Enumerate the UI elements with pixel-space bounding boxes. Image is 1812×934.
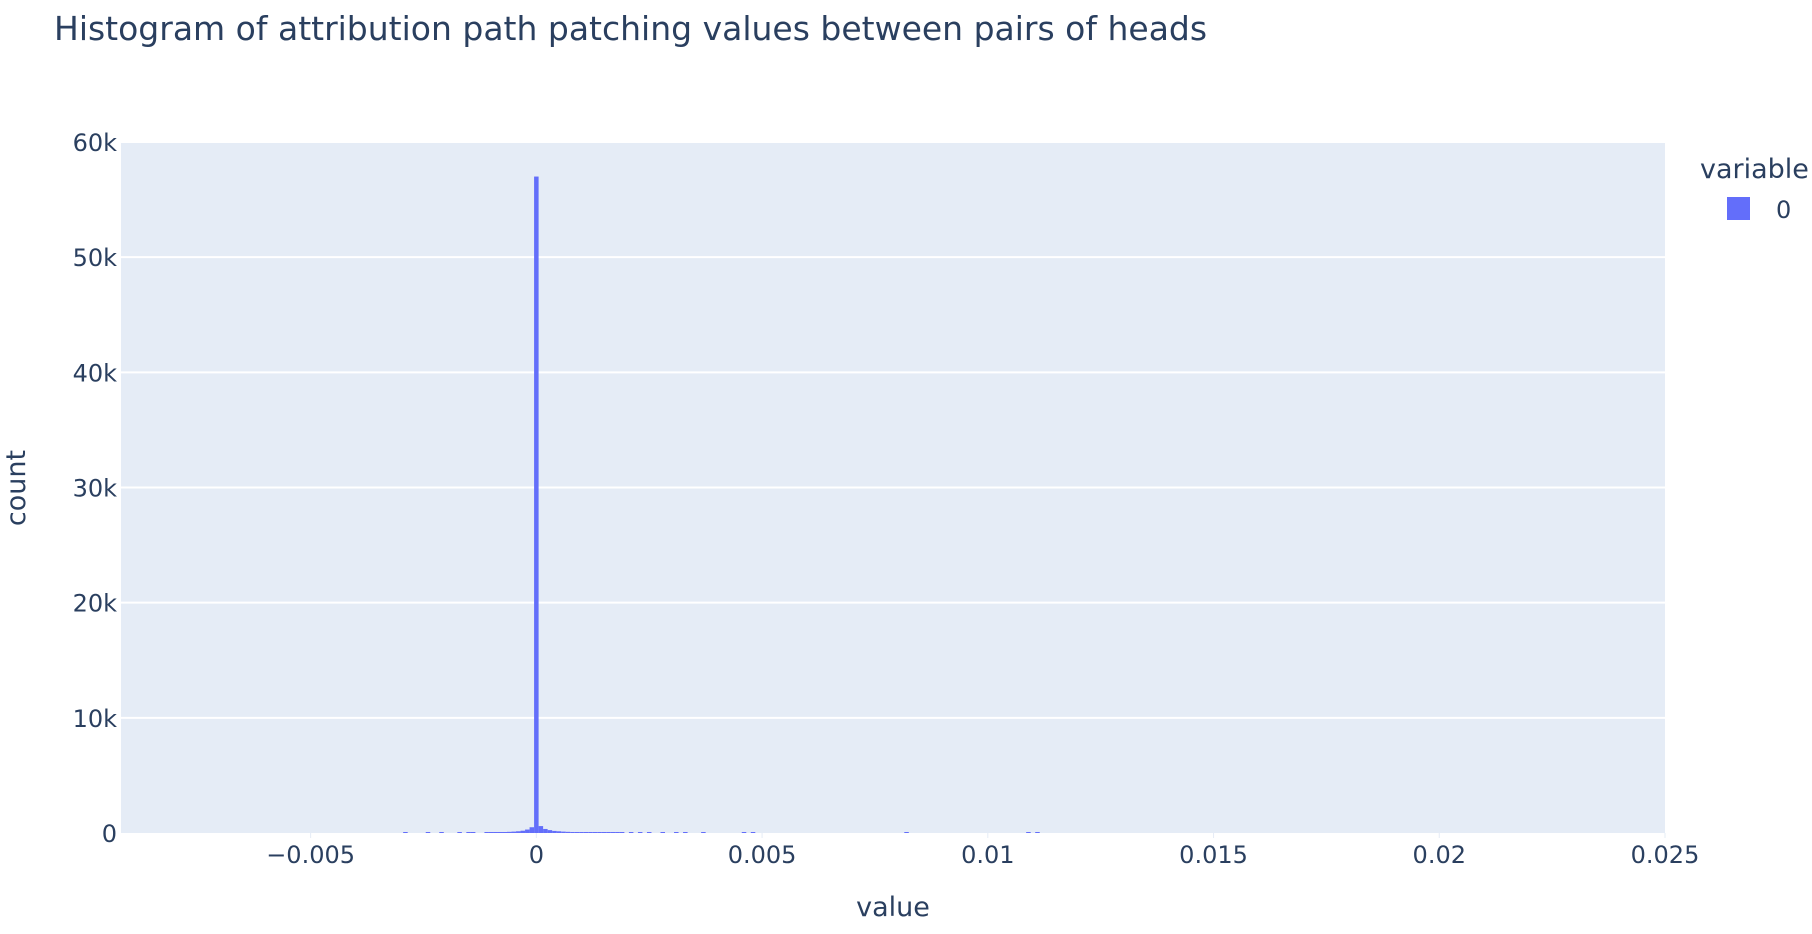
histogram-bar-0-21[interactable] [552, 830, 557, 833]
histogram-bar-0-19[interactable] [543, 828, 548, 833]
histogram-bar-0-47[interactable] [1026, 832, 1031, 833]
legend: variable 0 [1700, 154, 1809, 224]
x-axis-label: value [856, 892, 930, 923]
histogram-bar-0-27[interactable] [579, 832, 584, 833]
y-tick-label-2: 20k [73, 590, 118, 618]
histogram-bar-0-16[interactable] [529, 827, 535, 833]
histogram-bar-0-33[interactable] [606, 832, 611, 833]
x-tick-label-4: 0.015 [1179, 841, 1248, 869]
histogram-bar-0-6[interactable] [484, 832, 489, 833]
histogram-bar-0-36[interactable] [619, 832, 625, 833]
histogram-bar-0-26[interactable] [574, 832, 580, 833]
legend-title: variable [1700, 154, 1809, 185]
histogram-bar-0-11[interactable] [507, 831, 512, 833]
y-axis-tick-labels: 0 10k 20k 30k 40k 50k 60k [73, 129, 118, 848]
histogram-bar-0-0[interactable] [403, 832, 408, 833]
histogram-bar-0-20[interactable] [547, 830, 553, 833]
histogram-bar-0-18[interactable] [538, 826, 544, 833]
y-tick-label-3: 30k [73, 475, 118, 503]
x-axis-tick-marks [310, 833, 1666, 838]
y-axis-label: count [1, 450, 32, 526]
histogram-bar-0-38[interactable] [637, 832, 643, 833]
x-tick-label-2: 0.005 [728, 841, 797, 869]
histogram-bar-0-40[interactable] [660, 832, 666, 833]
histogram-bar-0-31[interactable] [597, 832, 602, 833]
histogram-bar-0-7[interactable] [488, 832, 494, 833]
histogram-bar-0-14[interactable] [520, 830, 526, 833]
histogram-bar-0-9[interactable] [497, 832, 503, 833]
histogram-bar-0-44[interactable] [741, 832, 747, 833]
histogram-bar-0-42[interactable] [683, 832, 688, 833]
legend-item-0[interactable]: 0 [1776, 196, 1791, 224]
x-tick-label-5: 0.02 [1413, 841, 1466, 869]
y-tick-label-5: 50k [73, 244, 118, 272]
y-tick-label-0: 0 [102, 820, 117, 848]
y-tick-label-4: 40k [73, 359, 118, 387]
histogram-bar-0-43[interactable] [701, 832, 706, 833]
legend-swatch-0[interactable] [1727, 197, 1750, 220]
histogram-bar-0-22[interactable] [556, 831, 562, 833]
histogram-bar-0-41[interactable] [674, 832, 679, 833]
histogram-bar-0-17[interactable] [534, 176, 539, 834]
histogram-bar-0-15[interactable] [525, 829, 530, 833]
histogram-bar-0-37[interactable] [628, 832, 634, 833]
histogram-bar-0-35[interactable] [615, 832, 620, 833]
histogram-bar-0-3[interactable] [457, 832, 462, 833]
histogram-bar-0-10[interactable] [502, 832, 507, 833]
histogram-bar-0-4[interactable] [466, 832, 471, 833]
histogram-bar-0-5[interactable] [470, 832, 476, 833]
histogram-bar-0-13[interactable] [516, 831, 521, 833]
y-tick-label-1: 10k [73, 705, 118, 733]
histogram-bar-0-46[interactable] [904, 832, 909, 833]
histogram-bar-0-30[interactable] [592, 832, 598, 833]
histogram-bars [403, 176, 1040, 834]
x-tick-label-6: 0.025 [1631, 841, 1700, 869]
histogram-bar-0-29[interactable] [588, 832, 593, 833]
histogram-bar-0-23[interactable] [561, 831, 566, 833]
histogram-bar-0-8[interactable] [493, 832, 498, 833]
histogram-bar-0-2[interactable] [439, 832, 444, 833]
histogram-bar-0-1[interactable] [425, 832, 431, 833]
histogram-bar-0-34[interactable] [610, 832, 616, 833]
histogram-bar-0-12[interactable] [511, 831, 517, 833]
histogram-bar-0-24[interactable] [565, 831, 571, 833]
x-axis-tick-labels: −0.005 0 0.005 0.01 0.015 0.02 0.025 [266, 841, 1699, 869]
y-gridlines [121, 141, 1665, 719]
histogram-bar-0-39[interactable] [646, 832, 652, 833]
histogram-bar-0-32[interactable] [601, 832, 607, 833]
chart-title: Histogram of attribution path patching v… [54, 9, 1207, 48]
x-tick-label-0: −0.005 [266, 841, 355, 869]
histogram-bar-0-48[interactable] [1035, 832, 1040, 833]
y-tick-label-6: 60k [73, 129, 118, 157]
histogram-bar-0-25[interactable] [570, 832, 575, 833]
x-tick-label-1: 0 [529, 841, 544, 869]
histogram-bar-0-28[interactable] [583, 832, 589, 833]
histogram-bar-0-45[interactable] [750, 832, 756, 833]
x-tick-label-3: 0.01 [961, 841, 1014, 869]
